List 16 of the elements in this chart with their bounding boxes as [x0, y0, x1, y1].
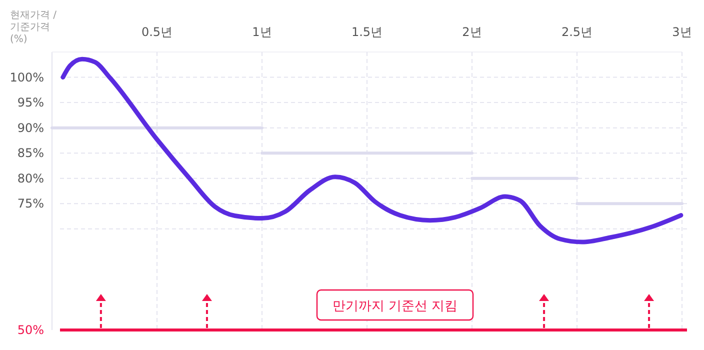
annotation: 만기까지 기준선 지킴: [332, 299, 458, 314]
x-tick-label: 2.5년: [561, 25, 593, 39]
y-tick-label: 100%: [10, 70, 44, 84]
ref-line-label: 50%: [17, 323, 44, 337]
x-tick-label: 0.5년: [141, 25, 173, 39]
y-tick-label: 90%: [17, 120, 44, 135]
y-tick-label: 95%: [17, 96, 44, 110]
line-series: [60, 56, 684, 244]
x-tick-label: 2년: [462, 25, 482, 39]
y-tick-label: 85%: [17, 146, 44, 160]
x-tick-label: 1.5년: [351, 25, 383, 39]
x-tick-label: 1년: [252, 25, 272, 39]
y-tick-label: 75%: [17, 196, 44, 211]
y-axis-title: 현재가격 / 기준가격 (%): [10, 10, 58, 45]
x-tick-label: 3년: [672, 25, 692, 39]
y-tick-label: 80%: [17, 171, 44, 186]
